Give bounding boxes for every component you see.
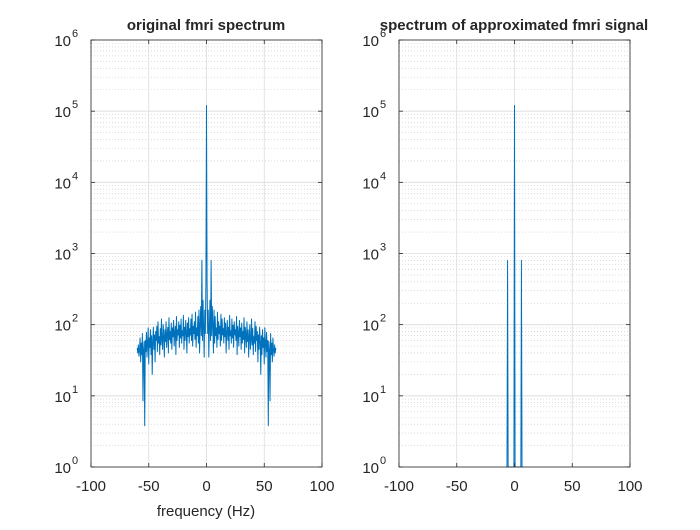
right-y-tick-exponent: 2	[380, 313, 386, 325]
right-y-tick-label: 10	[362, 104, 379, 121]
left-y-tick-exponent: 3	[72, 242, 78, 254]
right-spectrum-line	[505, 105, 524, 468]
left-y-tick-exponent: 0	[72, 455, 78, 467]
left-y-tick-exponent: 5	[72, 99, 78, 111]
left-x-tick-label: 100	[309, 478, 334, 495]
left-x-tick-label: -100	[76, 478, 106, 495]
right-panel: spectrum of approximated fmri signal -10…	[362, 17, 648, 495]
right-y-tick-exponent: 4	[380, 170, 386, 182]
left-spectrum-line	[136, 105, 277, 427]
left-y-tick-exponent: 1	[72, 384, 78, 396]
left-y-tick-label: 10	[54, 104, 71, 121]
right-y-tick-label: 10	[362, 175, 379, 192]
left-y-tick-label: 10	[54, 318, 71, 335]
left-x-tick-label: -50	[138, 478, 160, 495]
left-panel: original fmri spectrum frequency (Hz) -1…	[54, 17, 334, 520]
right-y-tick-exponent: 5	[380, 99, 386, 111]
right-y-tick-label: 10	[362, 318, 379, 335]
left-y-tick-exponent: 6	[72, 28, 78, 40]
right-y-tick-label: 10	[362, 460, 379, 477]
left-x-axis-label: frequency (Hz)	[157, 503, 255, 520]
left-y-tick-exponent: 2	[72, 313, 78, 325]
left-x-tick-label: 0	[202, 478, 210, 495]
left-title: original fmri spectrum	[127, 17, 285, 34]
right-y-tick-label: 10	[362, 389, 379, 406]
left-y-tick-label: 10	[54, 33, 71, 50]
left-y-tick-label: 10	[54, 175, 71, 192]
right-x-tick-label: -100	[384, 478, 414, 495]
right-title: spectrum of approximated fmri signal	[380, 17, 648, 34]
right-x-tick-label: 100	[617, 478, 642, 495]
right-x-tick-label: 0	[510, 478, 518, 495]
right-x-tick-label: -50	[446, 478, 468, 495]
left-x-tick-label: 50	[256, 478, 273, 495]
left-y-tick-label: 10	[54, 247, 71, 264]
right-y-tick-exponent: 0	[380, 455, 386, 467]
right-x-tick-label: 50	[564, 478, 581, 495]
right-y-tick-exponent: 1	[380, 384, 386, 396]
right-y-tick-label: 10	[362, 33, 379, 50]
right-y-tick-label: 10	[362, 247, 379, 264]
left-y-tick-label: 10	[54, 389, 71, 406]
left-y-tick-label: 10	[54, 460, 71, 477]
right-y-tick-exponent: 6	[380, 28, 386, 40]
left-y-tick-exponent: 4	[72, 170, 78, 182]
right-y-tick-exponent: 3	[380, 242, 386, 254]
